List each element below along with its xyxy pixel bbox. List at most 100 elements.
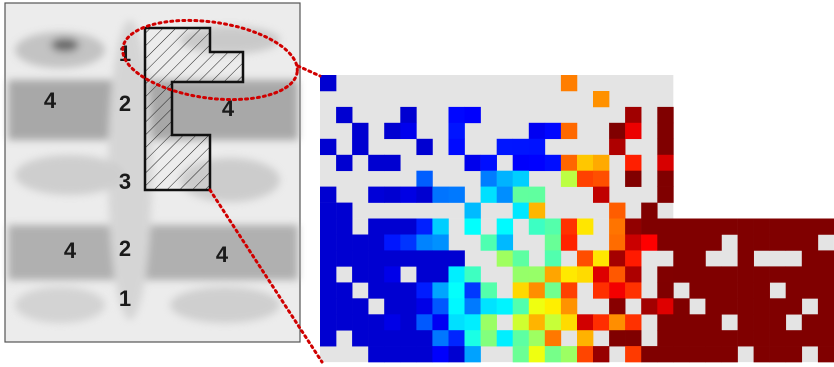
heatmap-cell [336,219,352,235]
heatmap-cell [336,203,352,219]
heatmap-cell [529,282,545,298]
heatmap-cell [432,250,448,266]
heatmap-cell [384,250,400,266]
heatmap-cell [705,298,721,314]
heatmap-cell [657,171,673,187]
heatmap-cell [593,266,609,282]
heatmap-cell [802,250,818,266]
heatmap-cell [738,250,754,266]
heatmap-cell [416,298,432,314]
heatmap-cell [609,314,625,330]
heatmap-cell [465,266,481,282]
region-label: 2 [119,236,131,261]
heatmap-cell [689,266,705,282]
heatmap-cell [593,346,609,362]
heatmap-cell [625,107,641,123]
heatmap-cell [384,155,400,171]
heatmap-cell [786,266,802,282]
heatmap-cell [625,314,641,330]
heatmap [320,75,834,362]
heatmap-cell [802,314,818,330]
heatmap-cell [657,219,673,235]
heatmap-cell [432,187,448,203]
heatmap-cell [609,330,625,346]
heatmap-cell [545,235,561,251]
heatmap-cell [738,219,754,235]
heatmap-cell [738,282,754,298]
heatmap-cell [609,219,625,235]
heatmap-cell [705,346,721,362]
heatmap-cell [320,139,336,155]
heatmap-cell [689,219,705,235]
heatmap-cell [416,139,432,155]
heatmap-cell [368,266,384,282]
heatmap-cell [738,298,754,314]
heatmap-cell [384,219,400,235]
heatmap-cell [449,346,465,362]
heatmap-cell [449,187,465,203]
heatmap-cell [657,123,673,139]
heatmap-cell [625,250,641,266]
heatmap-cell [384,123,400,139]
heatmap-cell [625,346,641,362]
heatmap-cell [336,235,352,251]
heatmap-cell [352,123,368,139]
heatmap-cell [641,235,657,251]
heatmap-cell [384,330,400,346]
heatmap-cell [577,346,593,362]
heatmap-cell [722,219,738,235]
heatmap-cell [352,250,368,266]
heatmap-cell [625,282,641,298]
heatmap-cell [641,346,657,362]
histology-image [5,3,300,342]
heatmap-cell [416,330,432,346]
heatmap-cell [593,314,609,330]
heatmap-cell [722,330,738,346]
heatmap-cell [465,203,481,219]
heatmap-cell [657,282,673,298]
heatmap-cell [368,282,384,298]
heatmap-cell [705,314,721,330]
heatmap-cell [400,219,416,235]
heatmap-cell [786,282,802,298]
heatmap-cell [673,298,689,314]
heatmap-cell [818,219,834,235]
heatmap-cell [657,155,673,171]
heatmap-cell [400,123,416,139]
heatmap-cell [400,314,416,330]
heatmap-cell [561,219,577,235]
heatmap-cell [481,330,497,346]
heatmap-cell [641,298,657,314]
heatmap-cell [497,171,513,187]
heatmap-cell [368,187,384,203]
heatmap-cell [577,330,593,346]
heatmap-cell [802,330,818,346]
heatmap-cell [738,235,754,251]
heatmap-cell [609,298,625,314]
heatmap-cell [754,298,770,314]
heatmap-cell [384,235,400,251]
heatmap-cell [513,250,529,266]
heatmap-cell [368,235,384,251]
heatmap-cell [416,171,432,187]
page: {"left_image": {"labels": ["1", "2", "4"… [0,0,834,367]
heatmap-cell [625,155,641,171]
heatmap-cell [545,266,561,282]
heatmap-cell [352,266,368,282]
heatmap-cell [545,250,561,266]
heatmap-cell [625,219,641,235]
heatmap-cell [609,203,625,219]
heatmap-cell [770,330,786,346]
heatmap-cell [320,330,336,346]
heatmap-cell [577,266,593,282]
heatmap-cell [786,346,802,362]
heatmap-cell [561,155,577,171]
heatmap-cell [497,187,513,203]
heatmap-cell [657,314,673,330]
heatmap-cell [657,139,673,155]
heatmap-cell [432,219,448,235]
heatmap-cell [481,187,497,203]
heatmap-cell [818,314,834,330]
heatmap-cell [754,314,770,330]
heatmap-cell [561,282,577,298]
